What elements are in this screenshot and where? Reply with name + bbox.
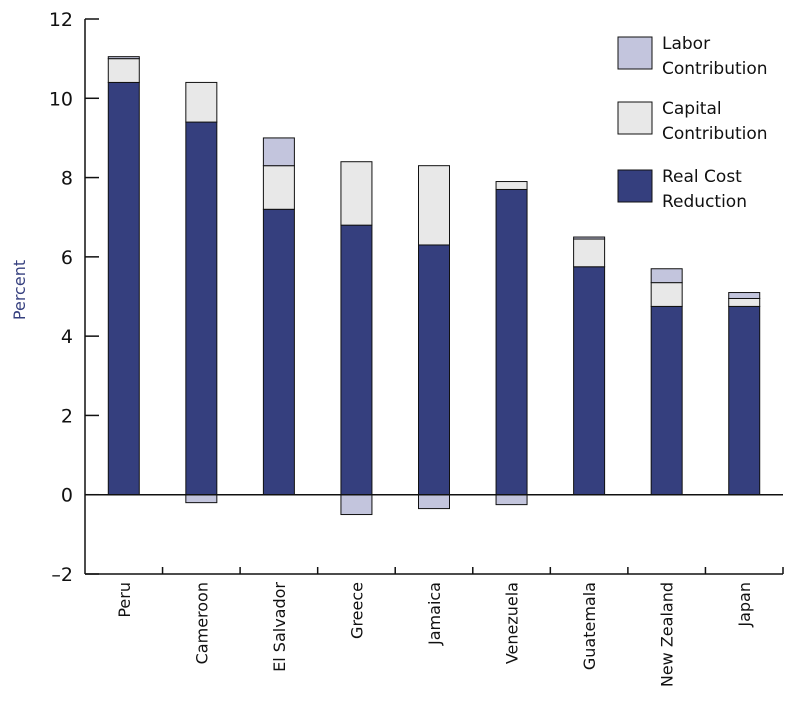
y-tick-label: 6 [61,247,73,269]
x-tick-label: Cameroon [192,582,211,664]
bar-segment-labor [728,292,761,299]
bar-segment-capital [340,161,373,226]
x-tick-label: Peru [115,582,134,618]
bar-segment-real_cost [728,305,761,496]
y-tick-label: 4 [61,326,73,348]
x-tick-label: El Salvador [270,582,289,672]
bar-segment-real_cost [340,224,373,496]
bar-segment-real_cost [573,266,606,496]
bar-segment-labor [340,494,373,516]
bar-segment-capital [650,282,683,307]
legend-swatch-capital [617,101,653,135]
legend-swatch-labor [617,36,653,70]
x-tick-label: New Zealand [658,582,677,687]
legend: Labor Contribution Capital Contribution Real… [617,34,768,212]
x-tick-label: Guatemala [580,582,599,670]
x-tick-label: Japan [735,582,754,628]
legend-label: Contribution [662,124,768,144]
bar-segment-labor [650,268,683,284]
bar-segment-real_cost [495,188,528,496]
bar-segment-real_cost [650,305,683,496]
bar-segment-capital [728,297,761,307]
y-tick-label: –2 [51,564,73,586]
y-axis-label: Percent [10,260,29,320]
bar-segment-labor [495,494,528,506]
bar-segment-labor [262,137,295,167]
legend-label: Labor [662,34,710,54]
x-tick-label: Venezuela [503,582,522,664]
axes-layer: Peru Cameroon El Salvador Greece Jamaica Vene… [49,9,784,687]
bar-segment-capital [573,238,606,268]
x-tick-label: Jamaica [425,582,444,646]
bar-segment-labor [185,494,218,504]
bar-segment-real_cost [418,244,450,496]
bar-segment-labor [573,236,606,240]
bar-segment-capital [185,81,218,123]
legend-label: Reduction [662,192,747,212]
y-tick-label: 2 [61,405,73,427]
legend-label: Capital [662,99,722,119]
y-tick-label: 10 [49,88,73,110]
bar-segment-capital [262,165,295,210]
legend-label: Contribution [662,59,768,79]
bar-segment-labor [107,56,140,60]
bars-layer [107,56,761,516]
legend-label: Real Cost [662,167,742,187]
bar-segment-labor [418,494,450,510]
y-tick-label: 8 [61,168,73,190]
bar-segment-real_cost [107,81,140,496]
bar-segment-capital [495,181,528,190]
bar-segment-capital [107,58,140,83]
legend-swatch-real_cost [617,169,653,203]
bar-segment-real_cost [185,121,218,496]
x-tick-label: Greece [347,582,366,639]
y-tick-label: 12 [49,9,73,31]
y-tick-label: 0 [61,485,73,507]
bar-segment-real_cost [262,208,295,496]
bar-segment-capital [418,165,450,246]
